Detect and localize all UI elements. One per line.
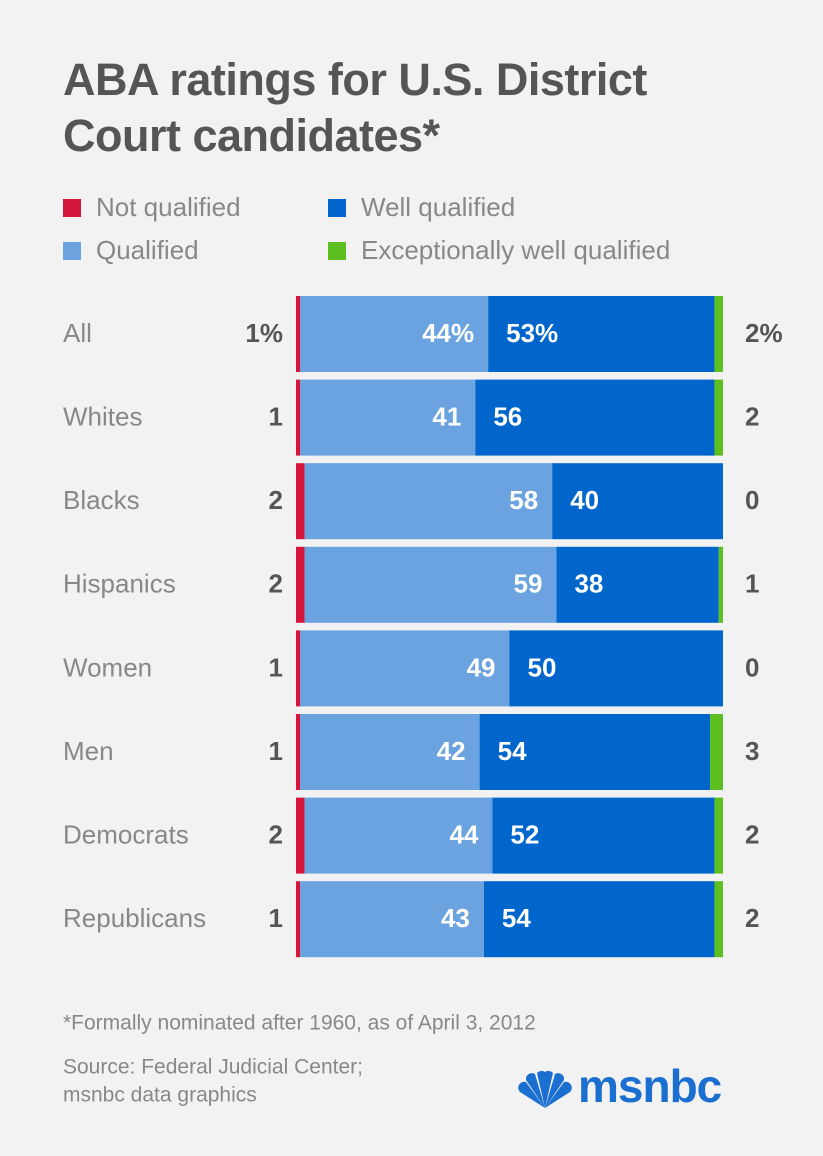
value-label: 43 [441,903,470,933]
bar-segment [296,714,301,790]
category-label: Men [63,736,114,766]
value-label: 44 [449,819,478,849]
bar-segment [488,296,715,372]
brand: msnbc [578,1060,722,1112]
bar-segment [300,379,476,456]
value-label: 1 [745,569,759,599]
bar-segment [304,797,493,874]
bar-segment [714,379,723,456]
bar-segment [300,296,489,372]
value-label: 1 [269,401,283,431]
legend-label: Exceptionally well qualified [361,235,670,265]
category-label: Hispanics [63,569,176,599]
source: msnbc data graphics [63,1084,257,1107]
value-label: 0 [745,652,759,682]
bar-segment [509,630,723,707]
value-label: 2 [745,401,759,431]
value-label: 1 [269,736,283,766]
value-label: 59 [514,569,543,599]
value-label: 2 [269,485,283,515]
value-label: 1 [269,903,283,933]
bar-segment [300,714,480,790]
value-label: 41 [432,401,461,431]
legend-label: Not qualified [96,192,241,222]
value-label: 0 [745,485,759,515]
value-label: 44% [422,318,474,348]
value-label: 2 [745,819,759,849]
legend-swatch [328,242,346,260]
category-label: Republicans [63,903,206,933]
value-label: 56 [493,401,522,431]
bar-segment [300,630,510,707]
bar-segment [479,714,711,790]
chart-title: ABA ratings for U.S. District Court cand… [63,54,647,161]
value-label: 52 [510,819,539,849]
value-label: 40 [570,485,599,515]
bar-segment [475,379,715,456]
source: Source: Federal Judicial Center; [63,1056,363,1079]
legend-label: Well qualified [361,192,515,222]
value-label: 49 [467,652,496,682]
value-label: 42 [437,736,466,766]
bar-segment [714,296,723,372]
bar-segment [710,714,723,790]
bar-segment [718,546,723,623]
bar-segment [296,546,305,623]
bar-segment [714,881,723,958]
bar-segment [492,797,715,874]
category-label: Whites [63,401,142,431]
value-label: 3 [745,736,759,766]
value-label: 2 [745,903,759,933]
value-label: 1% [245,318,283,348]
bar-segment [483,881,715,958]
category-label: All [63,318,92,348]
bar-segment [300,881,484,958]
value-label: 2 [269,819,283,849]
category-label: Democrats [63,819,189,849]
value-label: 54 [502,903,531,933]
bar-segment [296,630,301,707]
value-label: 2 [269,569,283,599]
value-label: 50 [528,652,557,682]
bar-segment [296,296,301,372]
legend-swatch [328,199,346,217]
value-label: 58 [509,485,538,515]
legend-swatch [63,242,81,260]
bar-segment [304,463,553,540]
category-label: Women [63,652,152,682]
logo-peacock [518,1070,572,1108]
value-label: 38 [574,569,603,599]
footnote: *Formally nominated after 1960, as of Ap… [63,1012,536,1035]
bar-segment [304,546,557,623]
bar-segment [714,797,723,874]
bar-segment [556,546,719,623]
legend-label: Qualified [96,235,199,265]
value-label: 54 [498,736,527,766]
value-label: 1 [269,652,283,682]
value-label: 2% [745,318,783,348]
bar-segment [296,463,305,540]
bar-segment [296,797,305,874]
legend-swatch [63,199,81,217]
bar-segment [296,379,301,456]
category-label: Blacks [63,485,140,515]
value-label: 53% [506,318,558,348]
bar-segment [296,881,301,958]
bar-segment [552,463,723,540]
